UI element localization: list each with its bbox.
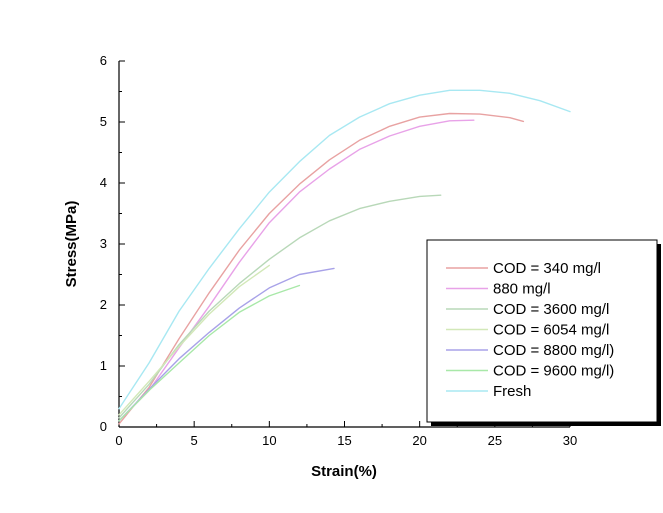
series-line-4	[118, 267, 335, 422]
legend-label: COD = 3600 mg/l	[493, 301, 609, 318]
x-tick-label: 20	[412, 433, 426, 448]
y-tick-label: 6	[100, 53, 107, 68]
y-axis-title: Stress(MPa)	[63, 201, 80, 288]
x-tick-label: 30	[563, 433, 577, 448]
y-tick-label: 2	[100, 297, 107, 312]
x-tick-label: 10	[262, 433, 276, 448]
y-tick-label: 0	[100, 419, 107, 434]
legend-label: COD = 340 mg/l	[493, 260, 601, 277]
series-line-0	[118, 112, 525, 425]
x-tick-label: 25	[488, 433, 502, 448]
series-line-5	[118, 284, 301, 422]
x-axis-title: Strain(%)	[311, 463, 377, 480]
series-line-2	[118, 194, 442, 419]
legend-label: COD = 9600 mg/l)	[493, 363, 614, 380]
series-layer	[118, 89, 571, 425]
x-tick-label: 0	[115, 433, 122, 448]
x-tick-label: 5	[191, 433, 198, 448]
series-line-3	[118, 264, 270, 416]
y-tick-label: 3	[100, 236, 107, 251]
y-tick-label: 1	[100, 358, 107, 373]
y-tick-label: 5	[100, 114, 107, 129]
series-line-1	[118, 119, 475, 422]
x-tick-label: 15	[337, 433, 351, 448]
y-tick-label: 4	[100, 175, 107, 190]
legend-label: 880 mg/l	[493, 281, 551, 298]
legend: COD = 340 mg/l 880 mg/l COD = 3600 mg/l COD…	[426, 239, 661, 426]
axes: 0 5 10 15 20 25 30 0 1 2 3 4 5 6	[100, 53, 577, 448]
legend-label: COD = 6054 mg/l	[493, 322, 609, 339]
legend-label: Fresh	[493, 383, 531, 400]
series-line-6	[118, 89, 571, 410]
legend-label: COD = 8800 mg/l)	[493, 342, 614, 359]
